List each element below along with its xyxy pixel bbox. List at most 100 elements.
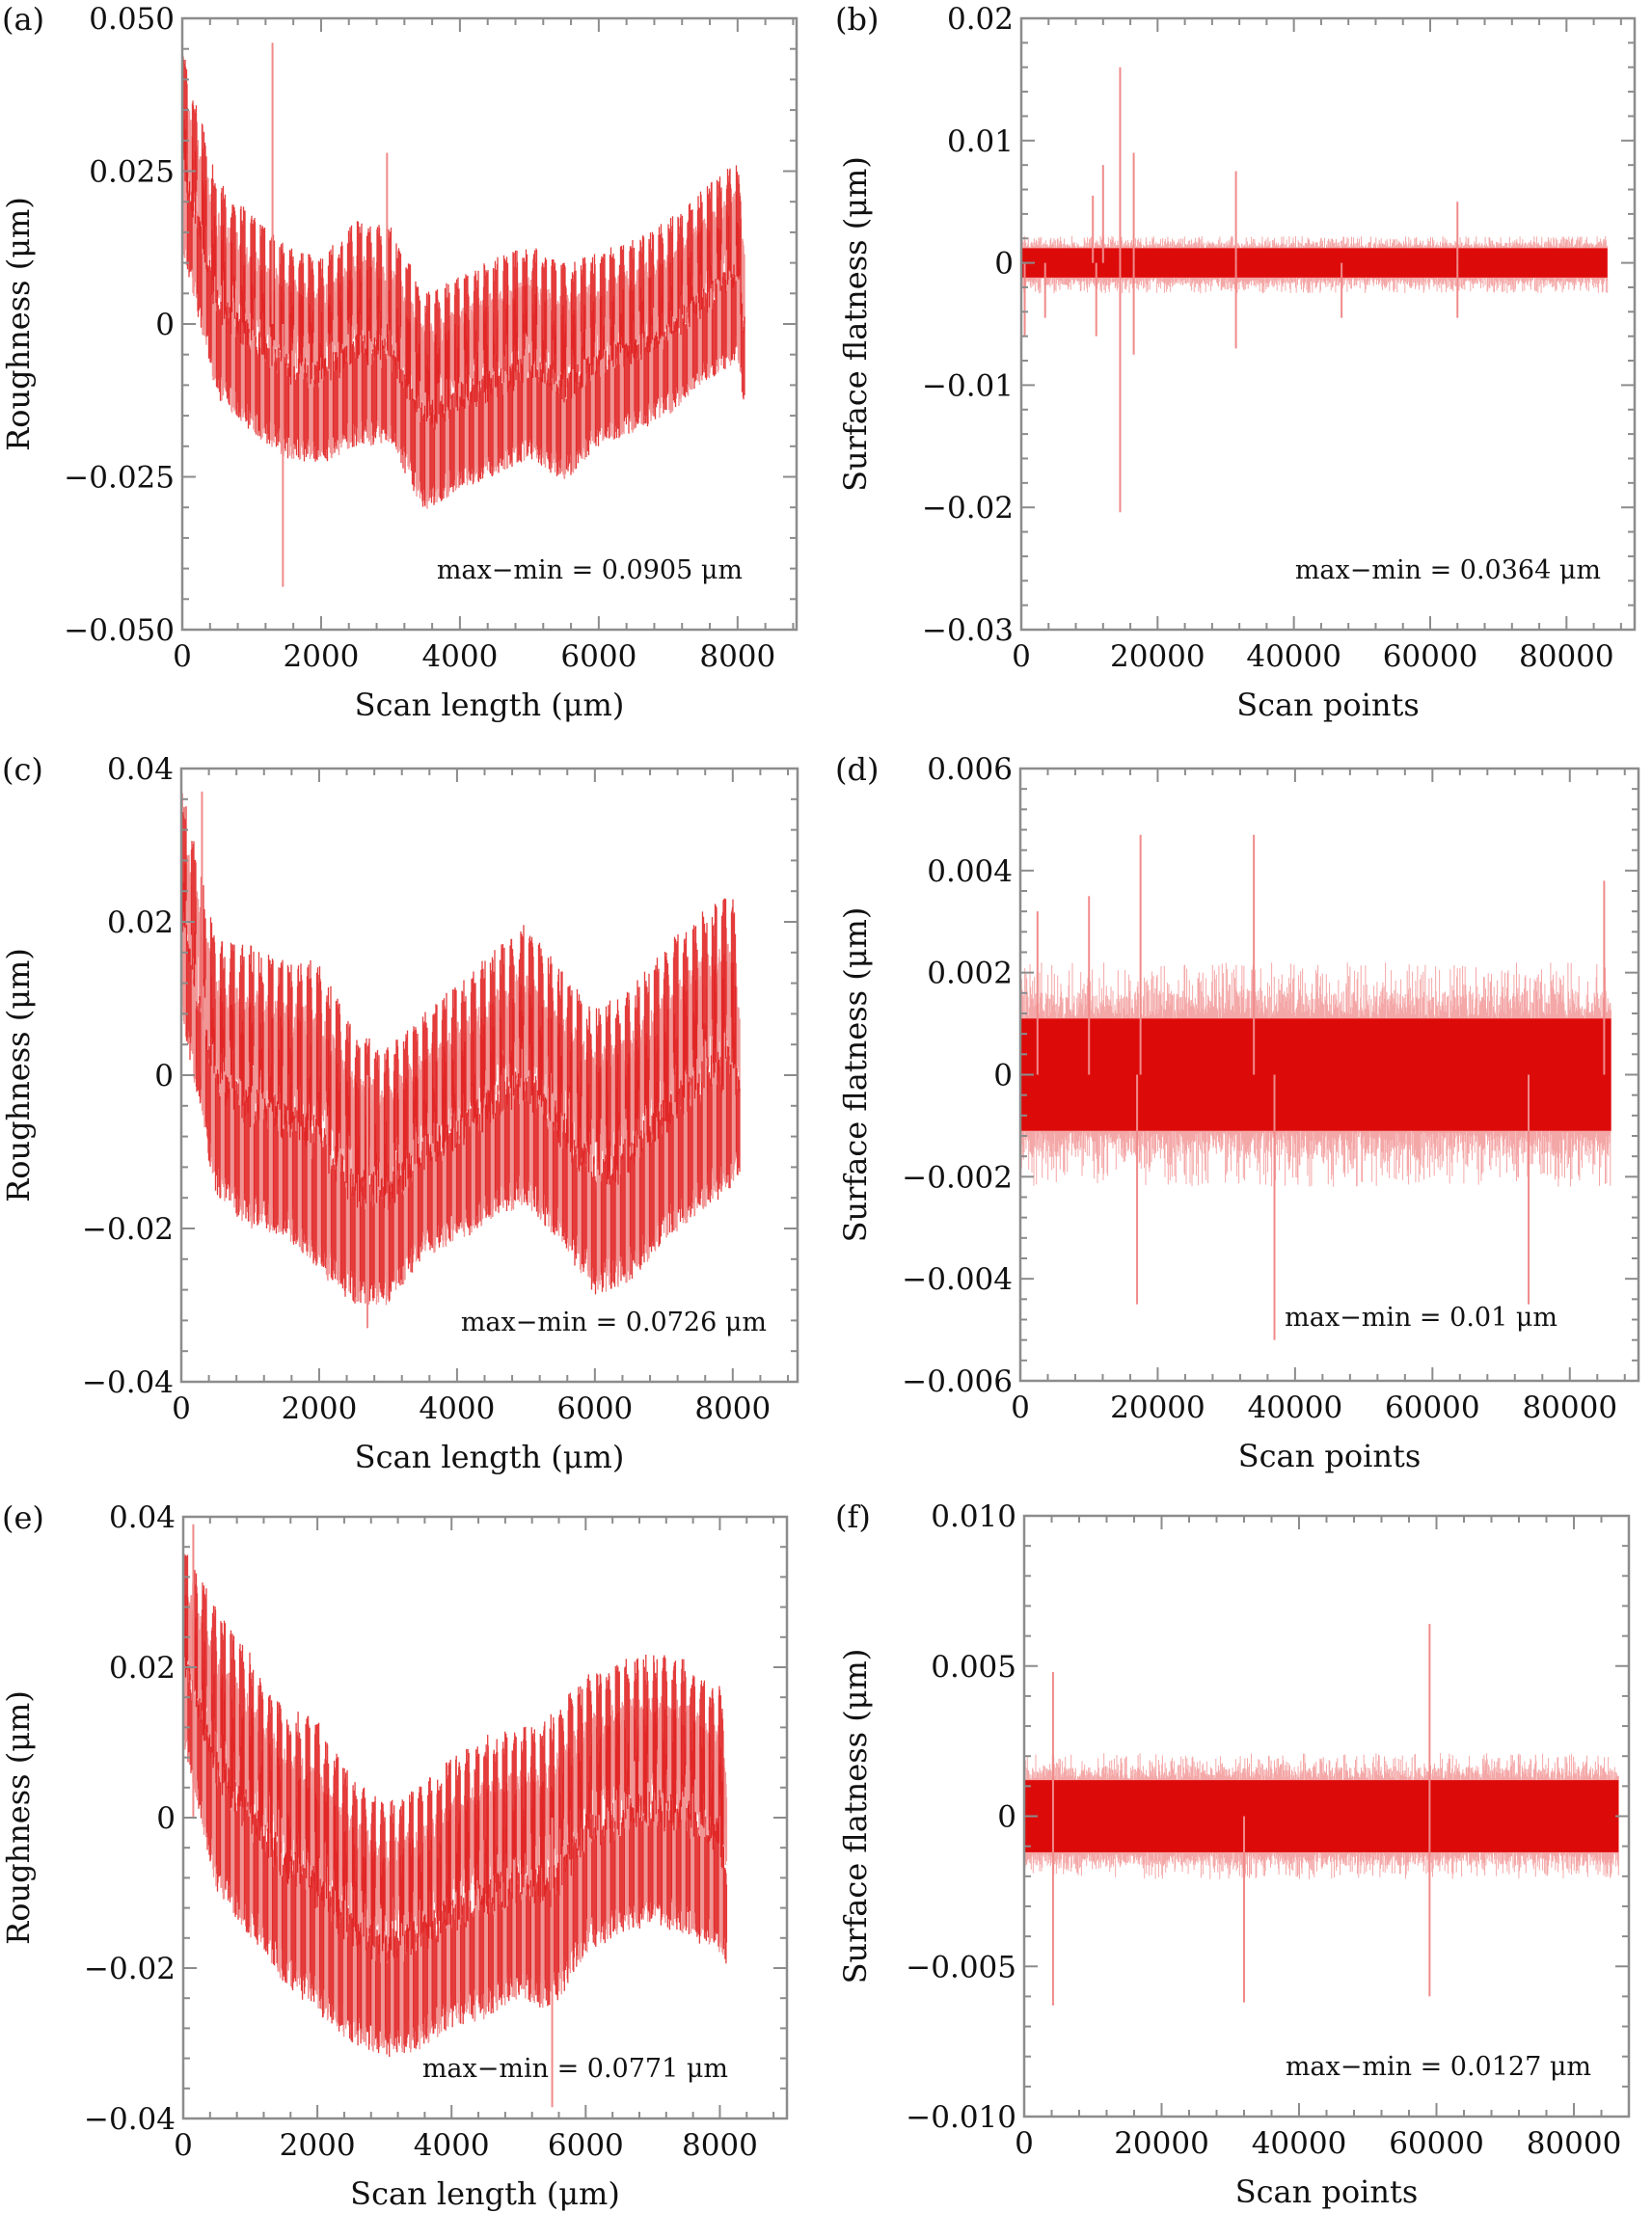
y-tick-label: 0	[994, 247, 1014, 282]
x-tick-label: 6000	[548, 2128, 624, 2163]
x-tick-label: 2000	[284, 639, 360, 674]
y-axis-label: Roughness (μm)	[0, 948, 37, 1202]
x-axis-label: Scan points	[1235, 2173, 1419, 2210]
x-tick-label: 0	[1011, 1390, 1030, 1425]
y-tick-label: −0.050	[64, 613, 175, 648]
x-tick-label: 4000	[419, 1391, 495, 1426]
panel-a: 0 2000 4000 6000 8000 −0.050 −0.025 0 0.025 0.050…	[0, 1, 799, 723]
x-tick-label: 8000	[682, 2128, 758, 2163]
y-axis-label: Surface flatness (μm)	[837, 1649, 874, 1984]
y-tick-label: 0.005	[931, 1650, 1016, 1685]
y-tick-label: −0.005	[906, 1950, 1016, 1984]
max-min-annotation: max−min = 0.0905 μm	[437, 555, 743, 585]
x-tick-label: 0	[173, 639, 192, 674]
plot-area	[181, 791, 741, 1329]
x-axis-label: Scan length (μm)	[350, 2175, 620, 2212]
y-tick-label: 0.02	[107, 905, 174, 940]
x-tick-label: 20000	[1110, 1390, 1205, 1425]
x-axis-label: Scan length (μm)	[355, 687, 625, 723]
y-tick-label: 0.004	[927, 854, 1013, 889]
y-tick-label: 0.04	[109, 1500, 176, 1535]
max-min-annotation: max−min = 0.0771 μm	[422, 2054, 728, 2084]
x-tick-label: 60000	[1383, 639, 1478, 674]
y-tick-label: −0.02	[82, 1212, 174, 1247]
y-tick-label: 0.02	[109, 1651, 176, 1686]
x-tick-label: 8000	[694, 1391, 771, 1426]
signal-trace	[183, 1553, 728, 2057]
panel-f: 0 20000 40000 60000 80000 −0.010 −0.005 0 0.005 0…	[835, 1498, 1631, 2210]
y-tick-label: −0.004	[902, 1262, 1013, 1297]
y-tick-label: −0.025	[64, 461, 175, 496]
x-tick-label: 60000	[1385, 1390, 1480, 1425]
x-tick-label: 80000	[1527, 2126, 1622, 2161]
x-tick-label: 40000	[1252, 2126, 1347, 2161]
panel-label: (f)	[835, 1498, 871, 1535]
panel-c: 0 2000 4000 6000 8000 −0.04 −0.02 0 0.02 0.04 Scan…	[0, 751, 799, 1475]
y-axis-label: Surface flatness (μm)	[837, 156, 874, 492]
y-tick-label: 0	[993, 1059, 1013, 1093]
x-tick-label: 2000	[280, 2128, 356, 2163]
x-tick-label: 6000	[556, 1391, 633, 1426]
y-tick-label: −0.03	[922, 613, 1014, 648]
x-tick-label: 0	[174, 2128, 193, 2163]
y-axis-label: Roughness (μm)	[0, 1690, 37, 1945]
x-tick-label: 0	[1012, 639, 1031, 674]
y-tick-label: 0.025	[89, 155, 175, 190]
x-tick-label: 6000	[560, 639, 636, 674]
y-tick-label: 0.02	[947, 2, 1014, 37]
max-min-annotation: max−min = 0.0127 μm	[1286, 2052, 1591, 2082]
panel-d: 0 20000 40000 60000 80000 −0.006 −0.004 −0.002 0…	[835, 751, 1640, 1474]
y-axis-label: Surface flatness (μm)	[837, 907, 874, 1243]
signal-band	[1021, 248, 1608, 278]
x-tick-label: 80000	[1522, 1390, 1617, 1425]
y-tick-label: 0	[156, 1801, 176, 1836]
x-tick-label: 40000	[1248, 1390, 1343, 1425]
x-axis-label: Scan length (μm)	[355, 1439, 625, 1475]
max-min-annotation: max−min = 0.01 μm	[1285, 1303, 1557, 1333]
x-tick-label: 80000	[1519, 639, 1614, 674]
y-tick-label: −0.006	[902, 1364, 1013, 1399]
y-axis-label: Roughness (μm)	[0, 197, 37, 451]
x-tick-label: 0	[1015, 2126, 1034, 2161]
plot-area	[1024, 1624, 1619, 2006]
signal-band	[1020, 1018, 1611, 1131]
y-tick-label: 0.04	[107, 752, 174, 787]
plot-area	[1021, 67, 1609, 513]
signal-band	[1024, 1780, 1619, 1852]
x-tick-label: 60000	[1389, 2126, 1484, 2161]
y-tick-label: −0.01	[922, 368, 1014, 403]
y-tick-label: −0.002	[902, 1160, 1013, 1195]
x-tick-label: 8000	[699, 639, 775, 674]
max-min-annotation: max−min = 0.0726 μm	[461, 1308, 767, 1337]
y-tick-label: −0.02	[922, 491, 1014, 526]
x-axis-label: Scan points	[1238, 1438, 1422, 1474]
x-tick-label: 2000	[281, 1391, 357, 1426]
y-tick-label: 0.006	[927, 752, 1013, 787]
panel-label: (a)	[2, 1, 44, 38]
panel-e: 0 2000 4000 6000 8000 −0.04 −0.02 0 0.02 0.04 Scan…	[0, 1499, 789, 2212]
panel-label: (d)	[835, 751, 879, 788]
x-tick-label: 20000	[1110, 639, 1205, 674]
plot-area	[183, 1524, 728, 2108]
y-tick-label: 0.01	[947, 124, 1014, 159]
x-tick-label: 4000	[421, 639, 498, 674]
y-tick-label: −0.02	[84, 1952, 176, 1986]
panel-label: (c)	[2, 751, 43, 788]
x-tick-label: 4000	[414, 2128, 490, 2163]
x-tick-label: 0	[172, 1391, 191, 1426]
axes-frame	[1019, 16, 1637, 632]
y-tick-label: 0.050	[89, 2, 175, 37]
y-tick-label: −0.04	[82, 1365, 174, 1400]
y-tick-label: −0.04	[84, 2102, 176, 2137]
plot-area	[182, 42, 745, 587]
y-tick-label: 0	[155, 308, 175, 342]
y-tick-label: −0.010	[906, 2100, 1016, 2135]
y-tick-label: 0	[997, 1800, 1016, 1835]
x-tick-label: 40000	[1246, 639, 1341, 674]
panel-b: 0 20000 40000 60000 80000 −0.03 −0.02 −0.01 0 0.0…	[835, 1, 1637, 723]
signal-trace	[182, 55, 745, 507]
y-tick-label: 0	[154, 1059, 174, 1093]
panel-label: (b)	[835, 1, 879, 38]
x-tick-label: 20000	[1114, 2126, 1209, 2161]
